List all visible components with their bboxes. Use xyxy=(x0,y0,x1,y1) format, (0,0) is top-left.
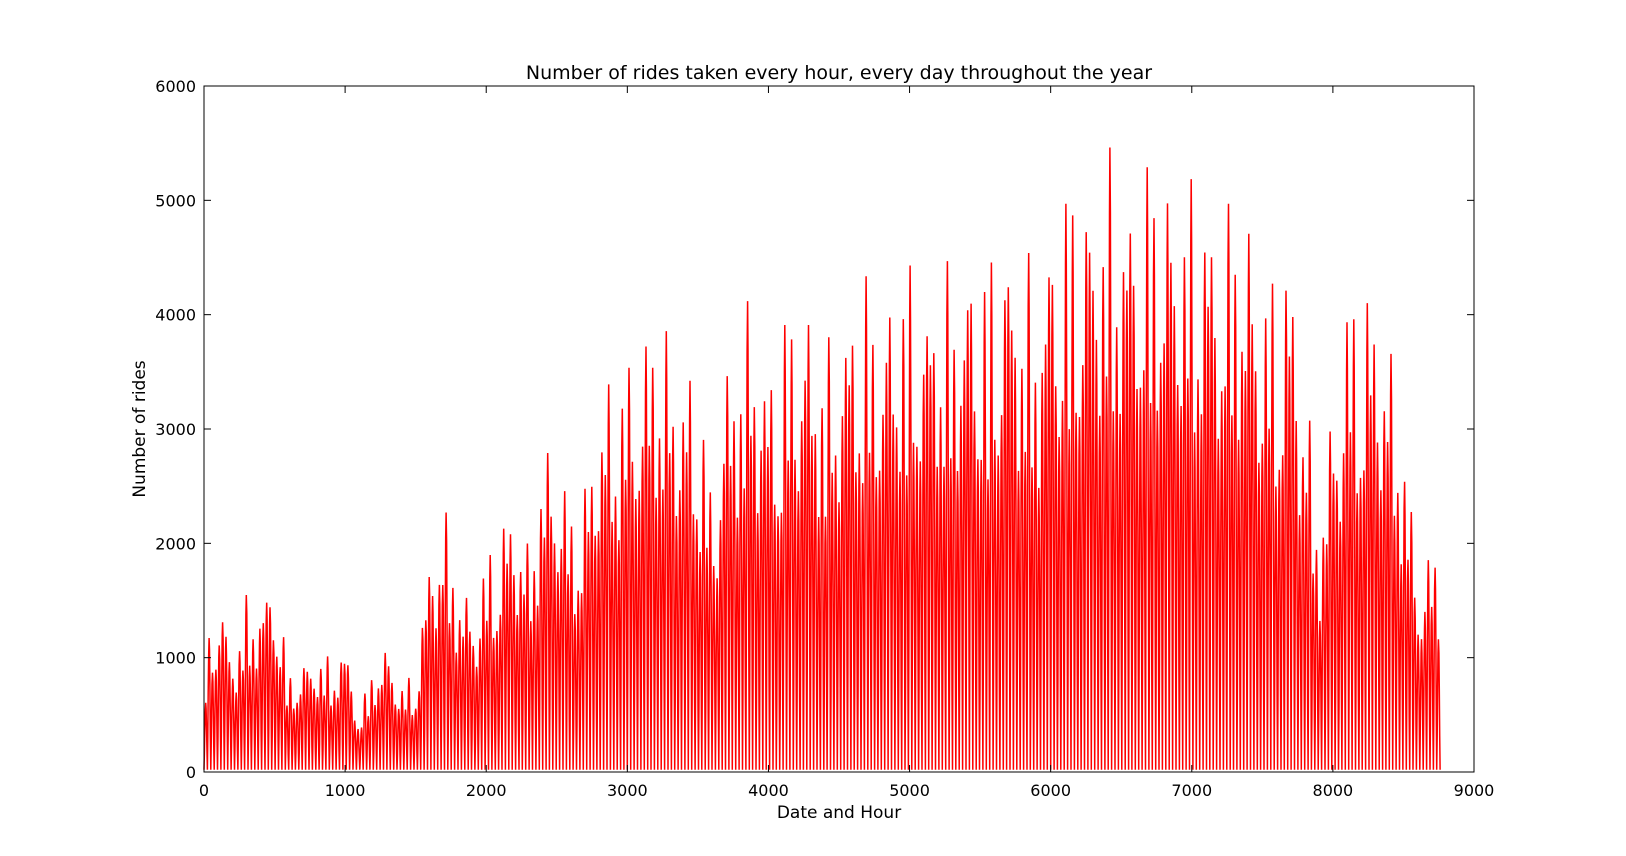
x-tick-label: 8000 xyxy=(1313,781,1354,800)
y-axis: 0 1000 2000 3000 4000 5000 6000 xyxy=(155,77,1474,782)
x-axis: 0 1000 2000 3000 4000 5000 6000 7000 8000 9000 xyxy=(199,86,1494,800)
y-tick-label: 1000 xyxy=(155,649,196,668)
x-tick-label: 5000 xyxy=(889,781,930,800)
chart-title: Number of rides taken every hour, every … xyxy=(526,62,1152,84)
series-layer xyxy=(203,147,1441,770)
y-axis-label: Number of rides xyxy=(130,360,150,497)
y-tick-label: 4000 xyxy=(155,306,196,325)
x-tick-label: 1000 xyxy=(325,781,366,800)
series-line xyxy=(203,147,1441,770)
x-tick-label: 9000 xyxy=(1454,781,1495,800)
y-tick-label: 0 xyxy=(186,763,196,782)
y-tick-label: 5000 xyxy=(155,191,196,210)
x-tick-label: 4000 xyxy=(748,781,789,800)
y-tick-label: 6000 xyxy=(155,77,196,96)
x-tick-label: 0 xyxy=(199,781,209,800)
x-tick-label: 3000 xyxy=(607,781,648,800)
y-tick-label: 3000 xyxy=(155,420,196,439)
x-tick-label: 7000 xyxy=(1171,781,1212,800)
x-tick-label: 2000 xyxy=(466,781,507,800)
x-tick-label: 6000 xyxy=(1030,781,1071,800)
x-axis-label: Date and Hour xyxy=(777,803,901,823)
y-tick-label: 2000 xyxy=(155,534,196,553)
